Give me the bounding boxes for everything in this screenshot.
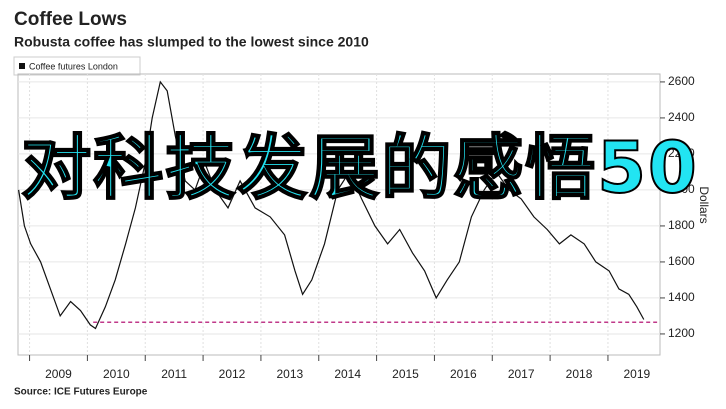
x-tick-label: 2017 [508, 367, 535, 381]
y-tick-label: 2200 [668, 146, 695, 160]
x-tick-label: 2018 [566, 367, 593, 381]
y-tick-label: 2600 [668, 74, 695, 88]
y-tick-label: 2000 [668, 182, 695, 196]
x-tick-label: 2015 [392, 367, 419, 381]
x-tick-label: 2014 [334, 367, 361, 381]
x-tick-label: 2013 [276, 367, 303, 381]
legend-box [13, 56, 141, 76]
legend-label: Coffee futures London [29, 61, 118, 71]
y-axis-label: Dollars [697, 186, 711, 223]
y-tick-label: 1600 [668, 254, 695, 268]
x-tick-label: 2009 [45, 367, 72, 381]
legend-swatch [19, 63, 25, 69]
overlay-text: 对科技发展的感悟50 [20, 127, 699, 209]
y-tick-label: 2400 [668, 110, 695, 124]
y-tick-label: 1400 [668, 290, 695, 304]
source: Source: ICE Futures Europe [14, 387, 148, 398]
y-tick-label: 1800 [668, 218, 695, 232]
x-tick-label: 2011 [161, 367, 187, 381]
plot-frame [17, 73, 661, 356]
x-tick-label: 2010 [103, 367, 130, 381]
x-tick-label: 2016 [450, 367, 477, 381]
x-tick-label: 2019 [624, 367, 651, 381]
line-series [18, 80, 645, 330]
chart-title: Coffee Lows [14, 9, 127, 30]
x-tick-label: 2012 [219, 367, 246, 381]
y-tick-label: 1200 [668, 326, 695, 340]
chart-subtitle: Robusta coffee has slumped to the lowest… [14, 34, 369, 50]
